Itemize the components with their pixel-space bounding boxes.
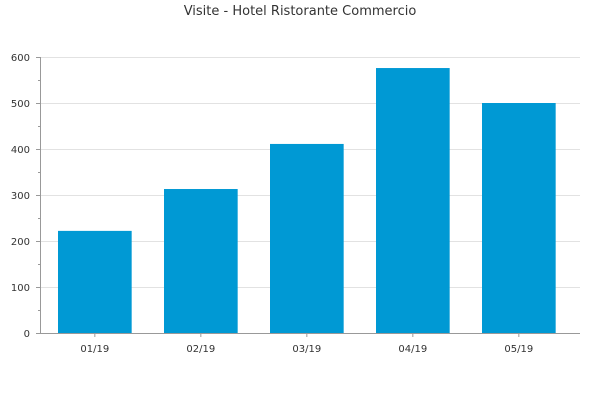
bar-02-19 bbox=[164, 189, 238, 333]
bar-05-19 bbox=[482, 103, 556, 333]
bars bbox=[58, 68, 556, 333]
bar-01-19 bbox=[58, 230, 132, 333]
y-tick-labels: 0 100 200 300 400 500 600 bbox=[11, 53, 40, 340]
bar-03-19 bbox=[270, 143, 344, 333]
x-tick-label: 02/19 bbox=[186, 344, 215, 355]
y-tick-label: 200 bbox=[11, 237, 30, 248]
y-tick-label: 600 bbox=[11, 53, 30, 64]
y-tick-label: 100 bbox=[11, 283, 30, 294]
chart-title: Visite - Hotel Ristorante Commercio bbox=[183, 4, 417, 19]
bar-04-19 bbox=[376, 68, 450, 333]
y-tick-label: 400 bbox=[11, 145, 30, 156]
x-tick-label: 04/19 bbox=[398, 344, 427, 355]
y-tick-label: 0 bbox=[24, 329, 30, 340]
y-tick-label: 300 bbox=[11, 191, 30, 202]
x-tick-label: 01/19 bbox=[80, 344, 109, 355]
x-tick-label: 03/19 bbox=[292, 344, 321, 355]
axes bbox=[40, 57, 580, 334]
x-tick-labels: 01/19 02/19 03/19 04/19 05/19 bbox=[80, 333, 533, 355]
x-tick-label: 05/19 bbox=[504, 344, 533, 355]
y-tick-label: 500 bbox=[11, 99, 30, 110]
